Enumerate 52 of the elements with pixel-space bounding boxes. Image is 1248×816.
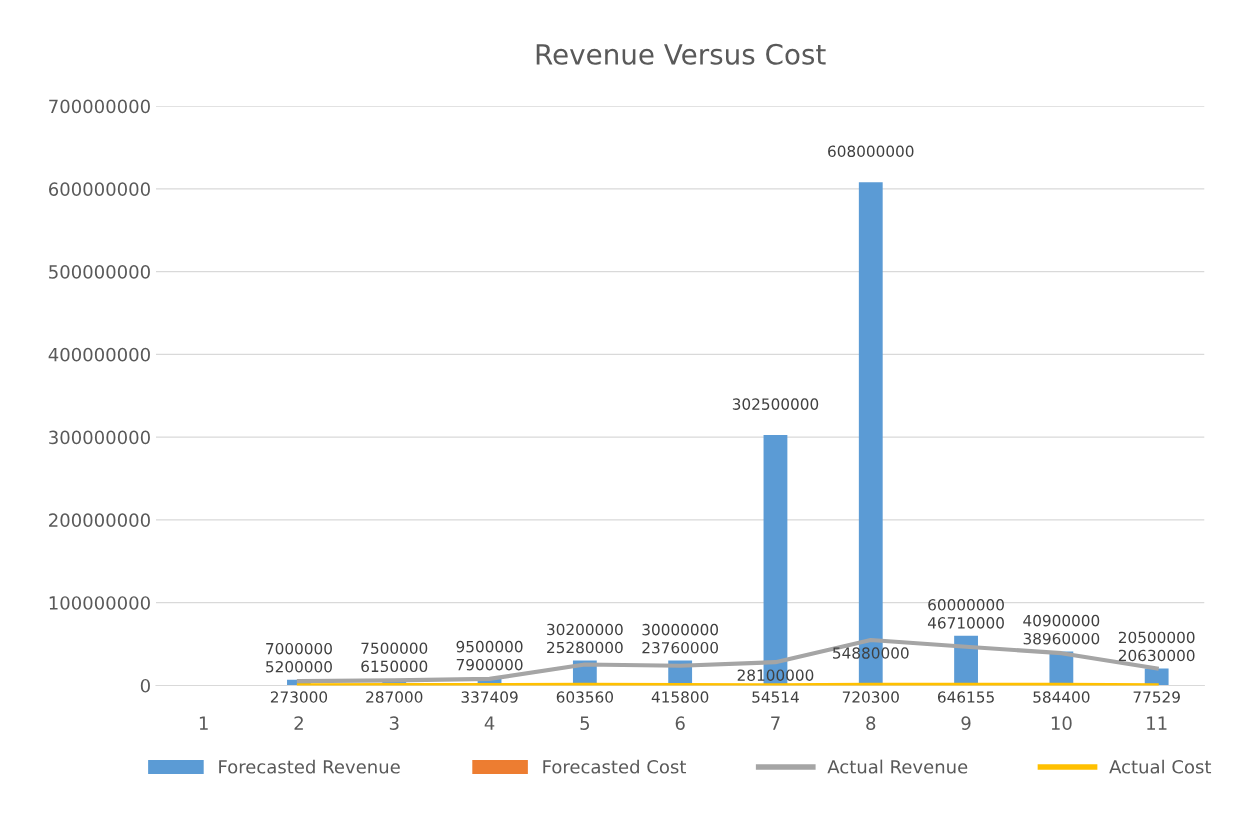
y-tick-label: 700000000 <box>49 99 150 114</box>
data-label: 54514 <box>752 691 799 703</box>
data-label: 23760000 <box>642 641 719 654</box>
data-label: 337409 <box>461 691 518 703</box>
data-label: 20630000 <box>1118 649 1195 662</box>
data-label: 77529 <box>1133 691 1180 703</box>
data-label: 60000000 <box>928 599 1004 611</box>
data-label: 46710000 <box>927 617 1004 629</box>
data-label: 584400 <box>1033 691 1090 703</box>
data-label: 5200000 <box>266 660 332 673</box>
y-tick-label: 500000000 <box>49 265 150 279</box>
x-tick-label: 1 <box>199 716 208 730</box>
chart-title: Revenue Versus Cost <box>536 43 826 65</box>
data-label: 9500000 <box>456 640 523 653</box>
data-label: 287000 <box>366 691 423 703</box>
x-tick-label: 11 <box>1147 716 1167 730</box>
data-label: 7500000 <box>361 642 428 655</box>
data-label: 7000000 <box>266 642 332 655</box>
x-tick-label: 8 <box>866 716 876 730</box>
x-tick-label: 3 <box>389 716 399 730</box>
x-tick-label: 7 <box>771 716 780 730</box>
y-tick-label: 600000000 <box>49 182 150 196</box>
y-tick-label: 200000000 <box>49 513 150 528</box>
legend-label: Actual Cost <box>1109 759 1212 774</box>
data-label: 38960000 <box>1023 632 1100 645</box>
data-label: 30200000 <box>547 623 623 636</box>
legend-label: Forecasted Cost <box>543 759 686 774</box>
data-label: 646155 <box>937 691 994 703</box>
data-label: 603560 <box>556 691 613 703</box>
x-tick-label: 5 <box>580 716 590 730</box>
legend-label: Forecasted Revenue <box>219 759 400 774</box>
data-label: 608000000 <box>828 145 914 158</box>
data-label: 415800 <box>651 691 709 703</box>
data-label: 302500000 <box>732 398 819 410</box>
x-tick-label: 4 <box>484 716 495 730</box>
data-label: 273000 <box>270 691 328 703</box>
x-tick-label: 6 <box>675 716 685 730</box>
data-label: 25280000 <box>547 641 623 654</box>
legend-label: Actual Revenue <box>827 759 968 774</box>
x-tick-label: 9 <box>961 716 971 730</box>
y-tick-label: 0 <box>140 678 150 693</box>
y-tick-label: 400000000 <box>48 347 150 362</box>
x-tick-label: 2 <box>294 716 303 730</box>
x-tick-label: 10 <box>1051 716 1072 730</box>
data-label: 20500000 <box>1118 631 1195 644</box>
y-tick-label: 100000000 <box>49 596 150 610</box>
data-label: 40900000 <box>1023 614 1100 627</box>
y-tick-label: 300000000 <box>49 430 150 445</box>
data-label: 6150000 <box>361 660 428 673</box>
data-label: 7900000 <box>456 658 523 671</box>
data-label: 30000000 <box>642 623 719 636</box>
data-label: 720300 <box>842 691 899 703</box>
